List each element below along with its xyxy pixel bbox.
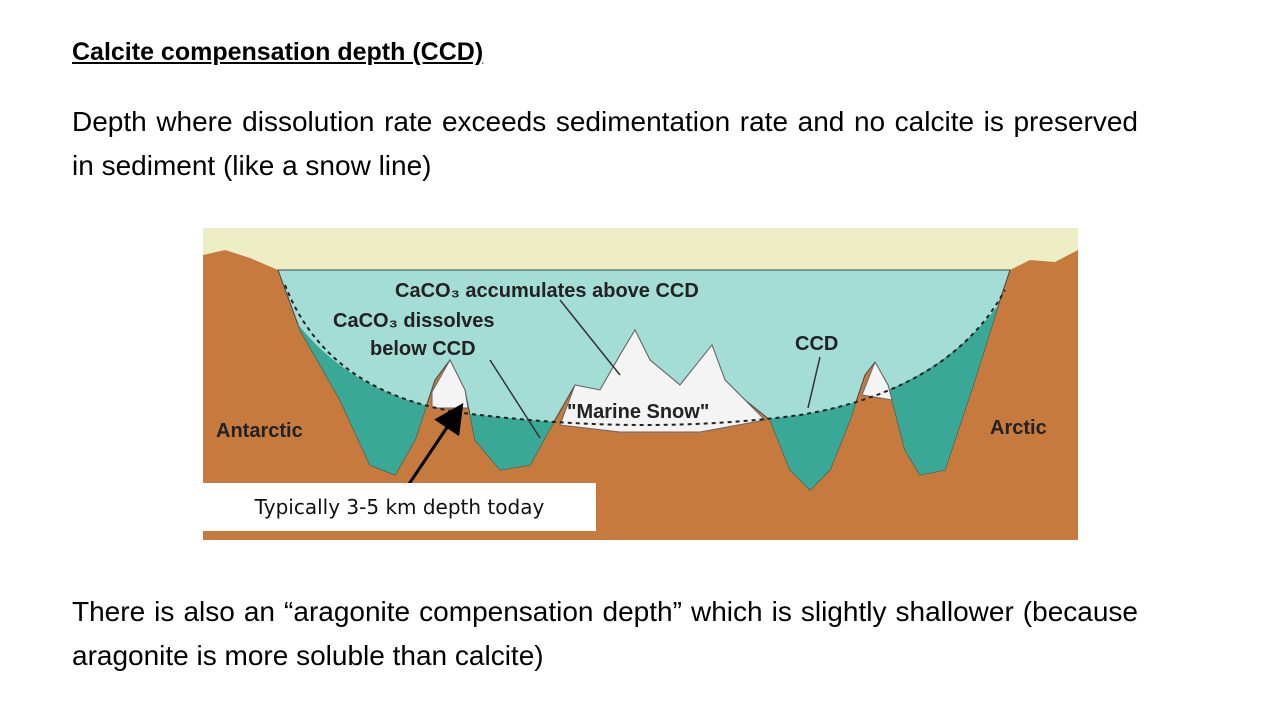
snow-peaks	[431, 328, 893, 433]
slide-title: Calcite compensation depth (CCD)	[72, 38, 484, 66]
label: "Marine Snow"	[567, 401, 709, 423]
paragraph: There is also an “aragonite compensation…	[72, 596, 1138, 671]
label: Arctic	[990, 417, 1047, 439]
label: below CCD	[370, 338, 476, 360]
label: CCD	[795, 333, 838, 355]
label: CaCO₃ dissolves	[333, 310, 495, 332]
paragraph: Depth where dissolution rate exceeds sed…	[72, 106, 1138, 181]
leader-lines	[489, 299, 821, 439]
callout-arrow	[403, 403, 464, 491]
callout: Typically 3-5 km depth today	[203, 483, 596, 531]
label: CaCO₃ accumulates above CCD	[395, 280, 699, 302]
label: Antarctic	[216, 420, 303, 442]
